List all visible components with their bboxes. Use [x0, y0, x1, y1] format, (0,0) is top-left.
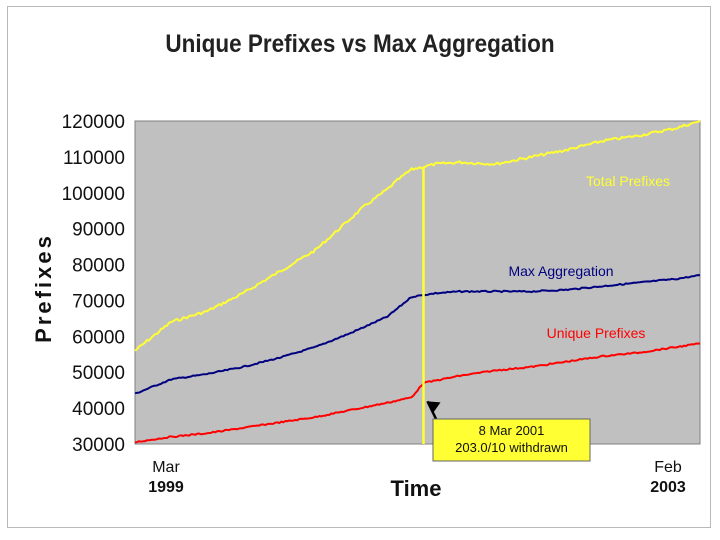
series-label: Unique Prefixes — [547, 325, 646, 341]
x-end-year: 2003 — [650, 479, 686, 496]
chart-title: Unique Prefixes vs Max Aggregation — [165, 30, 555, 58]
y-tick-label: 70000 — [72, 291, 125, 312]
y-tick-label: 80000 — [72, 256, 125, 277]
series-line — [134, 120, 701, 352]
series-lines: Total Prefixes Max Aggregation Unique Pref… — [134, 120, 701, 444]
x-axis-end-label: Feb 2003 — [640, 458, 696, 498]
callout-text: 8 Mar 2001 — [479, 423, 545, 438]
x-end-month: Feb — [654, 459, 682, 476]
y-tick-label: 40000 — [72, 399, 125, 420]
x-axis-start-label: Mar 1999 — [138, 458, 194, 498]
y-tick-label: 120000 — [62, 112, 125, 133]
y-tick-label: 100000 — [62, 184, 125, 205]
y-tick-labels: 30000 40000 50000 60000 70000 80000 90000 10000… — [62, 112, 125, 456]
y-tick-label: 30000 — [72, 435, 125, 456]
x-axis-label: Time — [390, 476, 442, 501]
y-tick-label: 110000 — [63, 148, 125, 169]
y-tick-label: 60000 — [72, 327, 125, 348]
callout-arrowhead — [427, 401, 441, 413]
y-tick-label: 50000 — [72, 363, 125, 384]
x-start-year: 1999 — [148, 479, 184, 496]
series-line — [134, 342, 701, 444]
series-line — [134, 274, 701, 395]
callout-box — [432, 418, 591, 462]
x-start-month: Mar — [152, 459, 180, 476]
annotations: 8 Mar 2001 203.0/10 withdrawn — [422, 167, 591, 462]
chart-frame — [7, 6, 711, 528]
series-label: Max Aggregation — [508, 263, 613, 279]
callout-text: 203.0/10 withdrawn — [455, 440, 568, 455]
y-tick-label: 90000 — [72, 220, 125, 241]
series-label: Total Prefixes — [586, 173, 670, 189]
callout-arrow — [426, 400, 439, 422]
